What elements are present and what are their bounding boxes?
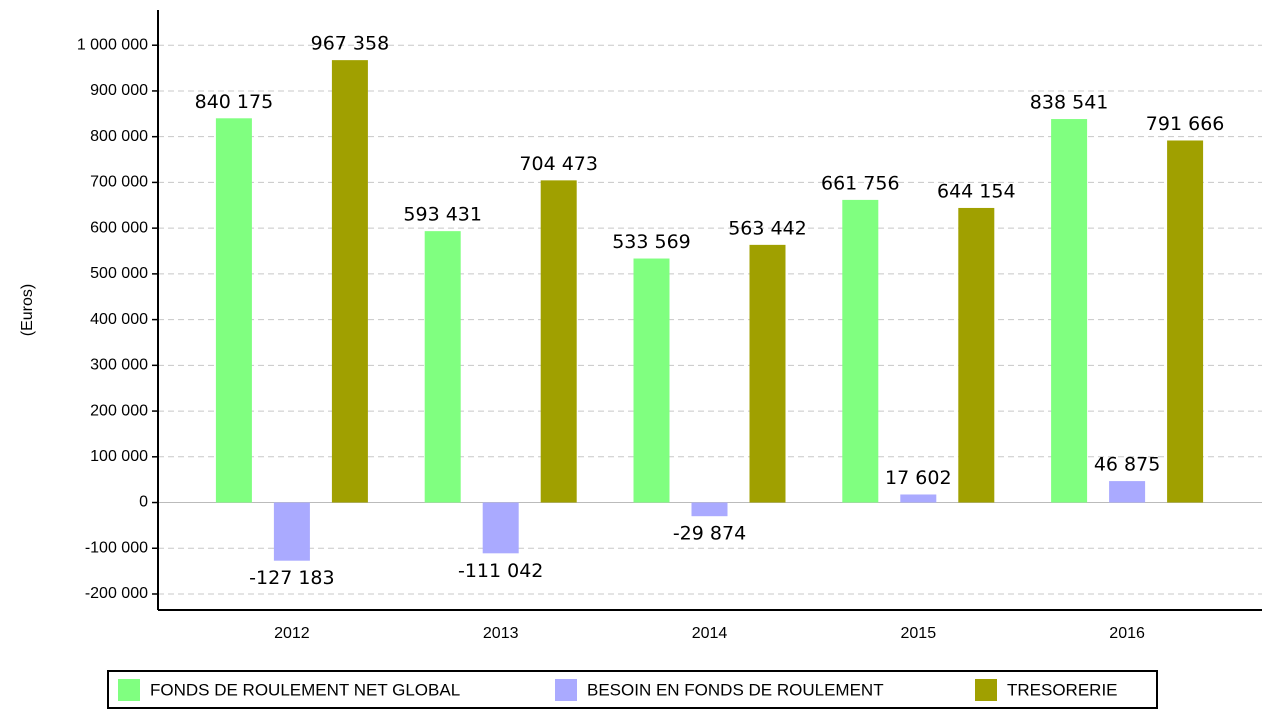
bar xyxy=(331,60,368,503)
value-label: 967 358 xyxy=(311,33,390,55)
bar xyxy=(1051,119,1088,503)
bar xyxy=(749,244,786,503)
bar xyxy=(424,231,461,503)
value-label: 791 666 xyxy=(1146,113,1225,135)
x-tick-label: 2012 xyxy=(274,625,310,642)
value-label: -111 042 xyxy=(458,560,543,582)
legend-label: FONDS DE ROULEMENT NET GLOBAL xyxy=(150,680,460,699)
value-label: 704 473 xyxy=(519,153,598,175)
y-axis-label: (Euros) xyxy=(19,284,36,336)
bar xyxy=(958,207,995,503)
bar xyxy=(1167,140,1204,503)
y-tick-label: 0 xyxy=(139,494,148,511)
y-tick-label: 900 000 xyxy=(90,82,148,99)
value-label: 644 154 xyxy=(937,180,1016,202)
value-label: 661 756 xyxy=(821,172,900,194)
value-label: 17 602 xyxy=(885,467,951,489)
bar xyxy=(691,502,728,517)
value-label: -29 874 xyxy=(673,523,746,545)
bar xyxy=(842,199,879,503)
value-label: 46 875 xyxy=(1094,454,1160,476)
legend-swatch xyxy=(555,679,577,701)
value-label: 563 442 xyxy=(728,217,807,239)
y-tick-label: 200 000 xyxy=(90,402,148,419)
legend-swatch xyxy=(975,679,997,701)
bar xyxy=(540,180,577,503)
x-tick-label: 2013 xyxy=(483,625,519,642)
value-label: 838 541 xyxy=(1030,92,1109,114)
y-tick-label: 700 000 xyxy=(90,174,148,191)
bar xyxy=(900,494,937,503)
legend-swatch xyxy=(118,679,140,701)
y-tick-label: 400 000 xyxy=(90,311,148,328)
y-tick-label: 800 000 xyxy=(90,128,148,145)
value-label: 840 175 xyxy=(195,91,274,113)
x-tick-label: 2015 xyxy=(901,625,937,642)
y-tick-label: -100 000 xyxy=(85,539,148,556)
y-tick-label: -200 000 xyxy=(85,585,148,602)
y-tick-label: 500 000 xyxy=(90,265,148,282)
bar xyxy=(215,118,252,503)
bar xyxy=(1109,481,1146,503)
y-tick-label: 600 000 xyxy=(90,219,148,236)
value-label: 533 569 xyxy=(612,231,691,253)
bar xyxy=(633,258,670,503)
bar xyxy=(482,502,519,554)
bar xyxy=(273,502,310,561)
y-tick-label: 300 000 xyxy=(90,357,148,374)
y-tick-label: 1 000 000 xyxy=(77,36,148,53)
legend-label: BESOIN EN FONDS DE ROULEMENT xyxy=(587,680,884,699)
x-tick-label: 2016 xyxy=(1109,625,1145,642)
value-label: 593 431 xyxy=(403,204,482,226)
value-label: -127 183 xyxy=(249,567,334,589)
y-tick-label: 100 000 xyxy=(90,448,148,465)
x-tick-label: 2014 xyxy=(692,625,728,642)
legend-label: TRESORERIE xyxy=(1007,680,1118,699)
